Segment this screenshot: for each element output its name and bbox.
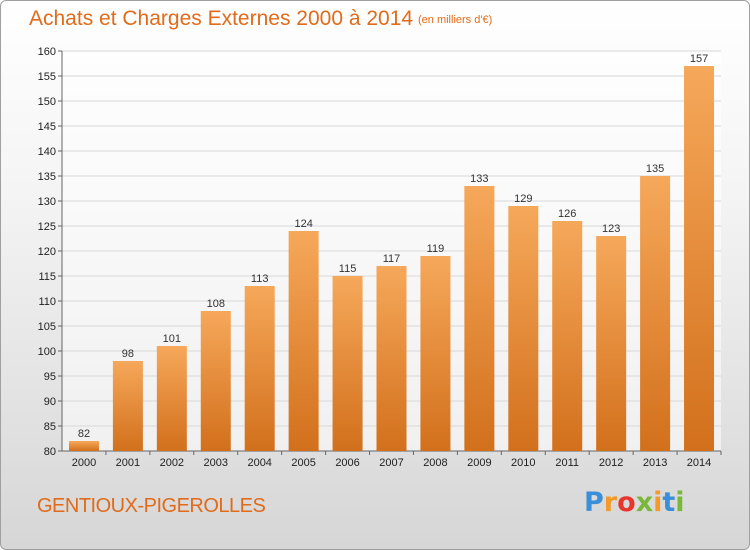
x-tick-label: 2008 <box>423 457 447 469</box>
value-label: 126 <box>558 208 576 220</box>
y-tick-label: 95 <box>44 371 56 383</box>
x-tick-label: 2001 <box>116 457 140 469</box>
x-tick-label: 2007 <box>379 457 403 469</box>
bar <box>552 221 583 451</box>
bar <box>112 361 143 451</box>
labels: 80 85 90 95 100 105 110 115 120 125 130 135 140 145 15… <box>38 46 712 469</box>
x-tick-label: 2010 <box>511 457 535 469</box>
y-tick-label: 110 <box>38 296 56 308</box>
x-tick-label: 2002 <box>160 457 184 469</box>
commune-name: GENTIOUX-PIGEROLLES <box>37 495 266 517</box>
y-tick-label: 80 <box>44 446 56 458</box>
y-tick-label: 125 <box>38 221 56 233</box>
bar <box>156 346 187 451</box>
y-tick-label: 160 <box>38 46 56 58</box>
y-tick-label: 145 <box>38 121 56 133</box>
bar <box>640 176 671 451</box>
logo-letter: o <box>617 487 636 518</box>
proxiti-logo: Proxiti <box>584 487 685 518</box>
value-label: 129 <box>514 193 532 205</box>
chart-subtitle: (en milliers d'€) <box>418 14 493 26</box>
value-label: 113 <box>251 273 269 285</box>
chart-title: Achats et Charges Externes 2000 à 2014 <box>29 7 414 30</box>
bar <box>288 231 319 451</box>
x-tick-label: 2000 <box>72 457 96 469</box>
value-label: 115 <box>339 263 357 275</box>
logo-letter: i <box>675 487 685 518</box>
y-tick-label: 135 <box>38 171 56 183</box>
bar <box>508 206 539 451</box>
x-tick-label: 2005 <box>291 457 315 469</box>
bar <box>332 276 363 451</box>
bars <box>68 66 715 451</box>
bar <box>200 311 231 451</box>
x-tick-label: 2013 <box>643 457 667 469</box>
y-tick-label: 100 <box>38 346 56 358</box>
bar <box>376 266 407 451</box>
y-tick-label: 150 <box>38 96 56 108</box>
x-tick-label: 2004 <box>247 457 271 469</box>
value-label: 119 <box>427 243 445 255</box>
x-tick-label: 2009 <box>467 457 491 469</box>
bar <box>464 186 495 451</box>
value-label: 117 <box>383 253 401 265</box>
logo-letter: t <box>662 487 676 518</box>
bar <box>420 256 451 451</box>
x-tick-label: 2003 <box>204 457 228 469</box>
value-label: 133 <box>470 173 488 185</box>
bar <box>68 441 99 451</box>
value-label: 123 <box>602 223 620 235</box>
bar <box>596 236 627 451</box>
value-label: 82 <box>78 428 90 440</box>
value-label: 101 <box>163 333 181 345</box>
logo-letter: r <box>603 487 618 518</box>
y-tick-label: 85 <box>44 421 56 433</box>
y-tick-label: 120 <box>38 246 56 258</box>
logo-letter: P <box>584 487 604 518</box>
y-tick-label: 105 <box>38 321 56 333</box>
value-label: 124 <box>294 218 312 230</box>
value-label: 157 <box>690 53 708 65</box>
y-tick-label: 155 <box>38 71 56 83</box>
x-tick-label: 2006 <box>335 457 359 469</box>
bar <box>244 286 275 451</box>
x-tick-label: 2014 <box>687 457 711 469</box>
y-tick-label: 90 <box>44 396 56 408</box>
logo-letter: x <box>635 487 654 518</box>
y-tick-label: 140 <box>38 146 56 158</box>
y-tick-label: 115 <box>38 271 56 283</box>
value-label: 135 <box>646 163 664 175</box>
bar <box>684 66 715 451</box>
x-tick-label: 2011 <box>555 457 579 469</box>
value-label: 98 <box>122 348 134 360</box>
value-label: 108 <box>207 298 225 310</box>
logo-letter: i <box>653 487 663 518</box>
x-tick-label: 2012 <box>599 457 623 469</box>
y-tick-label: 130 <box>38 196 56 208</box>
